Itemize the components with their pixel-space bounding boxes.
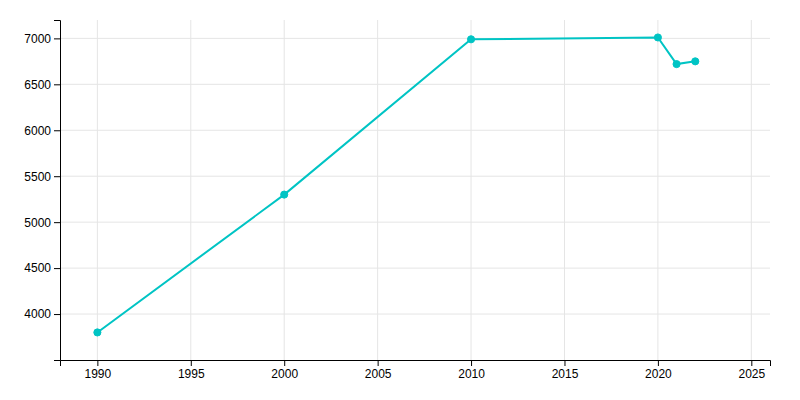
x-tick-mark [564,360,565,366]
grid-line-x [284,20,285,360]
grid-line-y [60,176,770,177]
grid-line-x [377,20,378,360]
grid [60,20,770,360]
grid-line-x [190,20,191,360]
chart-container: 1990 1995 2000 2005 2010 2015 2020 2025 4000 4500… [0,0,800,400]
y-tick: 4000 [24,307,60,321]
grid-line-y [60,38,770,39]
grid-line-y [60,130,770,131]
point [281,191,288,198]
point [467,36,474,43]
plot: 1990 1995 2000 2005 2010 2015 2020 2025 4000 4500… [24,20,770,381]
y-tick: 7000 [24,32,60,46]
x-axis: 1990 1995 2000 2005 2010 2015 2020 2025 [61,360,771,381]
y-axis: 4000 4500 5000 5500 6000 6500 7000 [24,21,60,361]
point [692,58,699,65]
line [97,37,695,332]
point [673,61,680,68]
y-tick-label: 4500 [24,261,51,275]
y-tick-label: 6500 [24,78,51,92]
marks [94,34,699,336]
grid-line-x [97,20,98,360]
x-tick: 2005 [365,360,392,381]
y-tick: 6500 [24,78,60,92]
x-tick-mark [97,360,98,366]
y-tick-mark [54,38,60,39]
x-tick-mark [191,360,192,366]
x-tick-label: 2000 [271,367,298,381]
x-tick-mark [378,360,379,366]
x-tick-mark [658,360,659,366]
x-tick-label: 2010 [458,367,485,381]
y-axis-line [54,21,61,361]
y-tick-label: 6000 [24,124,51,138]
y-tick-mark [54,314,60,315]
x-axis-line [61,361,771,367]
chart: 1990 1995 2000 2005 2010 2015 2020 2025 4000 4500… [0,0,800,400]
x-tick: 1995 [178,360,205,381]
x-tick: 2025 [738,360,765,381]
y-tick: 5500 [24,170,60,184]
x-tick-mark [471,360,472,366]
y-tick: 5000 [24,216,60,230]
point [94,329,101,336]
y-tick: 4500 [24,261,60,275]
y-tick-label: 5500 [24,170,51,184]
grid-line-x [564,20,565,360]
grid-line-x [471,20,472,360]
x-tick-label: 1995 [178,367,205,381]
y-tick-label: 5000 [24,216,51,230]
x-tick-label: 2020 [645,367,672,381]
grid-line-y [60,314,770,315]
y-tick-label: 7000 [24,32,51,46]
y-tick-mark [54,176,60,177]
grid-line-x [657,20,658,360]
grid-line-x [751,20,752,360]
x-tick-mark [284,360,285,366]
y-tick-mark [54,84,60,85]
y-tick-label: 4000 [24,307,51,321]
x-tick-label: 2005 [365,367,392,381]
grid-line-y [60,268,770,269]
x-tick-label: 1990 [85,367,112,381]
point [654,34,661,41]
y-tick-mark [54,268,60,269]
x-tick: 1990 [85,360,112,381]
x-tick-mark [751,360,752,366]
y-tick-mark [54,222,60,223]
x-tick-label: 2025 [738,367,765,381]
grid-line-y [60,222,770,223]
y-tick-mark [54,130,60,131]
x-tick: 2000 [271,360,298,381]
x-tick: 2010 [458,360,485,381]
x-tick-label: 2015 [552,367,579,381]
y-tick: 6000 [24,124,60,138]
x-tick: 2015 [552,360,579,381]
x-tick: 2020 [645,360,672,381]
